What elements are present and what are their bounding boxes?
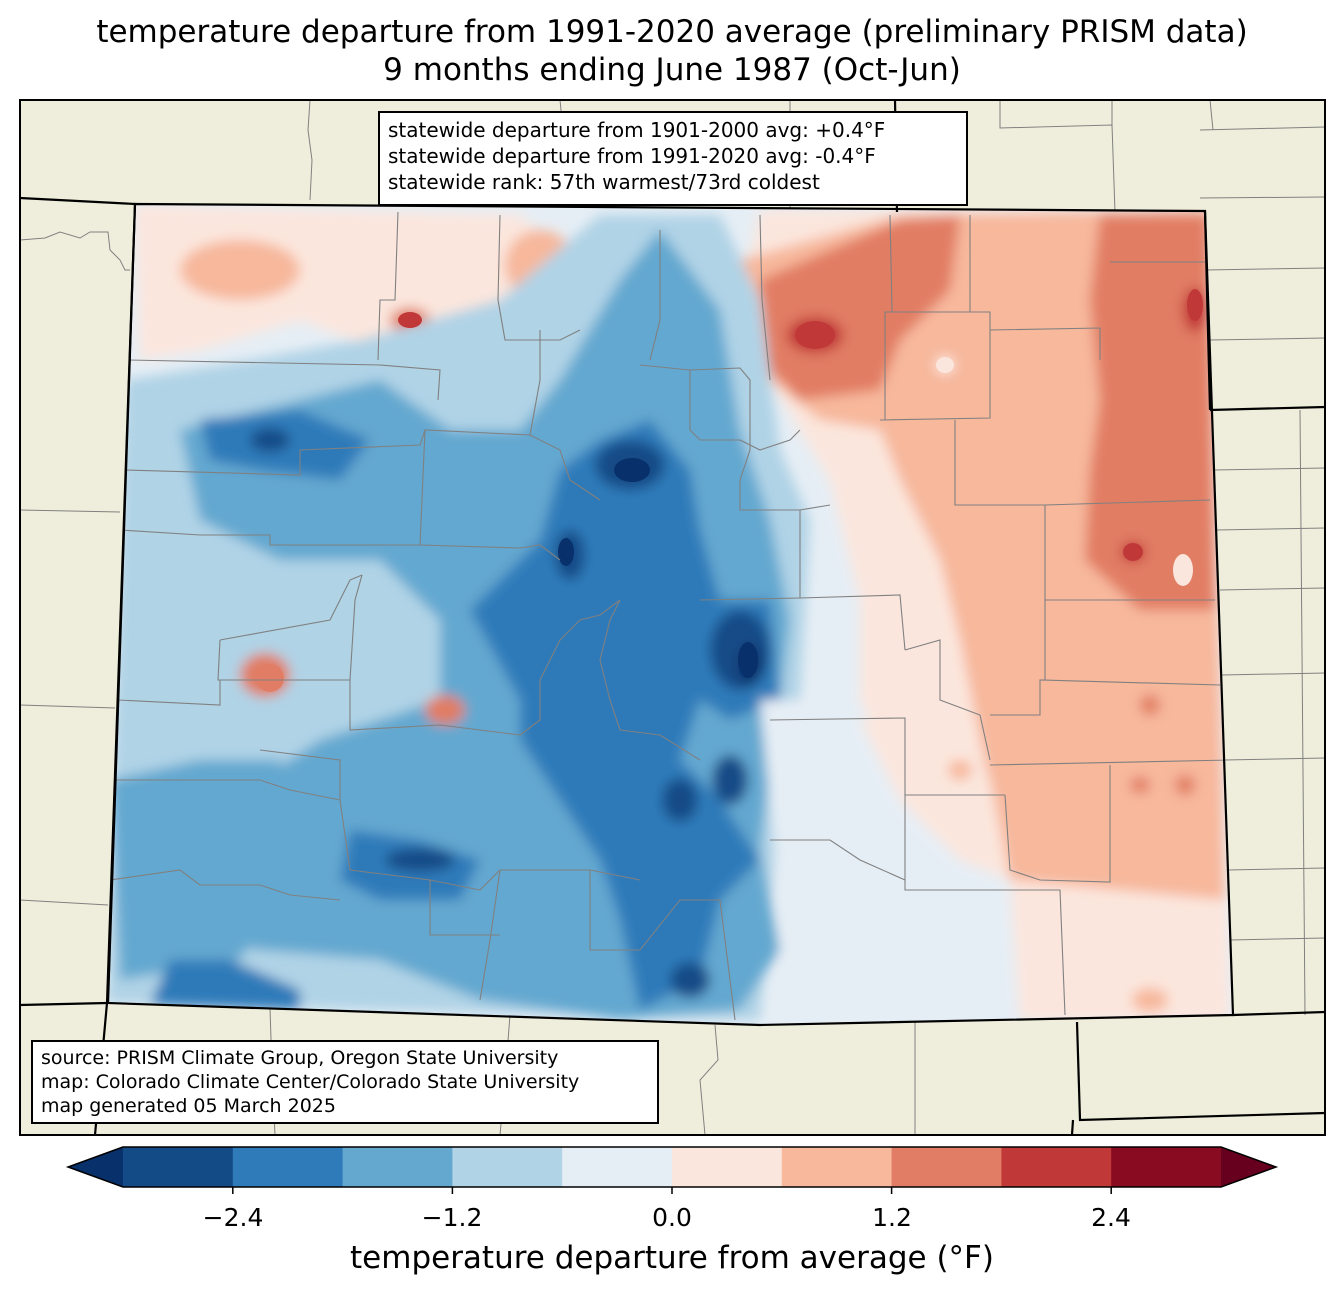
source-line: source: PRISM Climate Group, Oregon Stat… bbox=[41, 1047, 559, 1069]
colorbar-segment bbox=[342, 1147, 453, 1187]
colorbar-tick-label: −1.2 bbox=[421, 1203, 483, 1232]
colorbar-segment bbox=[1111, 1147, 1222, 1187]
colorbar-segment bbox=[123, 1147, 234, 1187]
map-credit-line: map: Colorado Climate Center/Colorado St… bbox=[41, 1071, 580, 1093]
colorbar bbox=[65, 1146, 1279, 1194]
colorbar-segment bbox=[1001, 1147, 1112, 1187]
colorbar-tick-label: 2.4 bbox=[1091, 1203, 1131, 1232]
county-lines bbox=[109, 211, 1231, 1021]
stat-departure-1991-2020: statewide departure from 1991-2020 avg: … bbox=[388, 144, 876, 168]
colorbar-segment bbox=[562, 1147, 673, 1187]
colorbar-tick-label: −2.4 bbox=[202, 1203, 264, 1232]
generated-date-line: map generated 05 March 2025 bbox=[41, 1095, 336, 1117]
colorbar-extend-high bbox=[1221, 1147, 1276, 1187]
colorbar-extend-low bbox=[68, 1147, 123, 1187]
source-box: source: PRISM Climate Group, Oregon Stat… bbox=[31, 1040, 659, 1124]
colorbar-outline bbox=[65, 1146, 1279, 1188]
map-title-line-2: 9 months ending June 1987 (Oct-Jun) bbox=[383, 52, 961, 88]
stat-departure-1901-2000: statewide departure from 1901-2000 avg: … bbox=[388, 118, 886, 142]
map-title-line-1: temperature departure from 1991-2020 ave… bbox=[96, 14, 1248, 50]
map-frame bbox=[19, 99, 1326, 1136]
colorbar-segment bbox=[781, 1147, 893, 1187]
colorbar-segment bbox=[232, 1147, 344, 1187]
colorbar-segment bbox=[452, 1147, 563, 1187]
colorbar-segment bbox=[672, 1147, 783, 1187]
neighbor-county-lines bbox=[20, 100, 1325, 1135]
colorbar-tick-label: 1.2 bbox=[872, 1203, 912, 1232]
stat-rank: statewide rank: 57th warmest/73rd coldes… bbox=[388, 170, 820, 194]
colorbar-label: temperature departure from average (°F) bbox=[350, 1240, 994, 1276]
temperature-field bbox=[107, 204, 1233, 1025]
colorbar-tick-label: 0.0 bbox=[652, 1203, 692, 1232]
colorbar-segment bbox=[891, 1147, 1002, 1187]
statewide-stats-box: statewide departure from 1901-2000 avg: … bbox=[378, 111, 968, 206]
